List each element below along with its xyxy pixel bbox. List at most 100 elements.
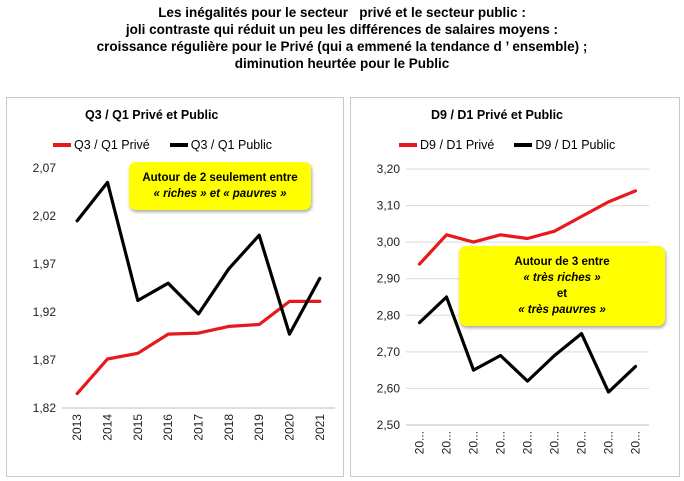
y-tick-label: 2,70 [377, 345, 401, 359]
data-point [227, 325, 231, 328]
chart-legend: D9 / D1 Privé D9 / D1 Public [399, 138, 635, 152]
x-tick-label: 20... [413, 431, 427, 454]
data-point [634, 189, 637, 193]
x-tick-label: 2016 [161, 414, 175, 441]
data-point [136, 352, 140, 355]
chart-title: D9 / D1 Privé et Public [431, 108, 563, 122]
y-tick-label: 3,10 [377, 199, 401, 213]
annotation-line: « très pauvres » [518, 304, 606, 316]
y-tick-label: 1,92 [33, 305, 57, 319]
y-tick-label: 2,90 [377, 272, 401, 286]
annotation-line: Autour de 2 seulement entre [142, 172, 298, 184]
annotation-line: « très riches » [523, 272, 601, 284]
data-point [526, 237, 529, 240]
data-point [634, 365, 637, 368]
annotation-line: « riches » et « pauvres » [153, 188, 287, 200]
x-tick-label: 2017 [192, 414, 206, 441]
data-point [607, 390, 610, 394]
x-tick-label: 20... [575, 431, 589, 454]
data-point [418, 262, 421, 266]
data-point [166, 282, 170, 285]
x-tick-label: 2019 [252, 414, 266, 441]
data-point [418, 321, 421, 324]
y-tick-label: 3,20 [377, 162, 401, 176]
legend-label: Q3 / Q1 Public [190, 138, 273, 152]
x-tick-label: 2013 [70, 414, 84, 441]
x-tick-label: 2018 [222, 414, 236, 441]
y-tick-label: 2,02 [33, 209, 57, 223]
legend-item-prive: D9 / D1 Privé [399, 138, 494, 152]
legend-item-prive: Q3 / Q1 Privé [53, 138, 150, 152]
legend-item-public: Q3 / Q1 Public [169, 138, 273, 152]
x-tick-label: 2021 [313, 414, 327, 441]
chart-panel-d9-d1: D9 / D1 Privé et Public D9 / D1 Privé D9… [350, 97, 680, 477]
data-point [607, 200, 610, 204]
data-point [227, 267, 231, 270]
data-point [499, 233, 502, 237]
annotation-line: et [556, 288, 568, 300]
data-point [288, 332, 291, 336]
data-point [257, 323, 261, 326]
x-tick-label: 20... [494, 431, 508, 454]
x-tick-label: 2014 [101, 414, 115, 441]
y-tick-label: 2,50 [377, 418, 401, 432]
data-point [318, 277, 322, 280]
y-tick-label: 2,60 [377, 381, 401, 395]
legend-swatch-public [514, 143, 533, 147]
data-point [136, 299, 140, 302]
header-line: croissance régulière pour le Privé (qui … [96, 39, 588, 54]
line-chart-q3-q1: 1,82 1,87 1,92 1,97 2,02 2,07 2013 2014 2015 2016… [33, 161, 335, 441]
data-point [553, 229, 556, 233]
x-tick-label: 2015 [131, 414, 145, 441]
data-point [75, 392, 79, 395]
y-tick-label: 1,87 [33, 353, 57, 367]
x-tick-label: 20... [440, 431, 454, 454]
header-line: joli contraste qui réduit un peu les dif… [125, 22, 559, 37]
chart-title: Q3 / Q1 Privé et Public [85, 108, 219, 122]
header-line: diminution heurtée pour le Public [234, 56, 450, 71]
legend-label: D9 / D1 Public [535, 138, 616, 152]
data-point [472, 240, 475, 244]
data-point [318, 300, 322, 303]
data-point [526, 379, 529, 383]
y-tick-label: 2,07 [33, 161, 57, 175]
data-point [197, 312, 200, 316]
data-point [166, 332, 170, 336]
x-tick-label: 20... [521, 431, 535, 454]
chart-legend: Q3 / Q1 Privé Q3 / Q1 Public [53, 138, 292, 152]
legend-label: D9 / D1 Privé [420, 138, 495, 152]
y-tick-label: 1,97 [33, 257, 57, 271]
legend-item-public: D9 / D1 Public [514, 138, 615, 152]
legend-label: Q3 / Q1 Privé [74, 138, 150, 152]
x-tick-label: 2020 [283, 414, 297, 441]
data-point [553, 354, 556, 357]
data-point [288, 300, 291, 303]
annotation-line: Autour de 3 entre [514, 256, 610, 268]
y-tick-label: 2,80 [377, 308, 401, 322]
data-point [257, 234, 261, 237]
legend-swatch-prive [53, 143, 71, 147]
header-line: Les inégalités pour le secteur privé et … [158, 5, 526, 20]
chart-panel-q3-q1: Q3 / Q1 Privé et Public Q3 / Q1 Privé Q3… [6, 97, 344, 477]
x-tick-label: 20... [467, 431, 481, 454]
data-point [580, 215, 583, 218]
annotation-box: Autour de 3 entre « très riches » et « t… [459, 246, 665, 326]
data-point [106, 181, 109, 184]
x-tick-label: 20... [548, 431, 562, 454]
y-tick-label: 1,82 [33, 401, 57, 415]
x-tick-label: 20... [629, 431, 643, 454]
y-tick-label: 3,00 [377, 235, 401, 249]
legend-swatch-public [169, 143, 188, 147]
legend-swatch-prive [399, 143, 417, 147]
x-tick-label: 20... [602, 431, 616, 454]
data-point [499, 354, 502, 357]
data-point [445, 295, 448, 299]
data-point [472, 368, 475, 372]
header-title: Les inégalités pour le secteur privé et … [0, 4, 684, 72]
data-point [197, 331, 200, 335]
annotation-box: Autour de 2 seulement entre « riches » e… [129, 162, 311, 210]
data-point [75, 219, 79, 222]
data-point [580, 332, 583, 335]
data-point [445, 233, 448, 237]
data-point [106, 357, 109, 361]
